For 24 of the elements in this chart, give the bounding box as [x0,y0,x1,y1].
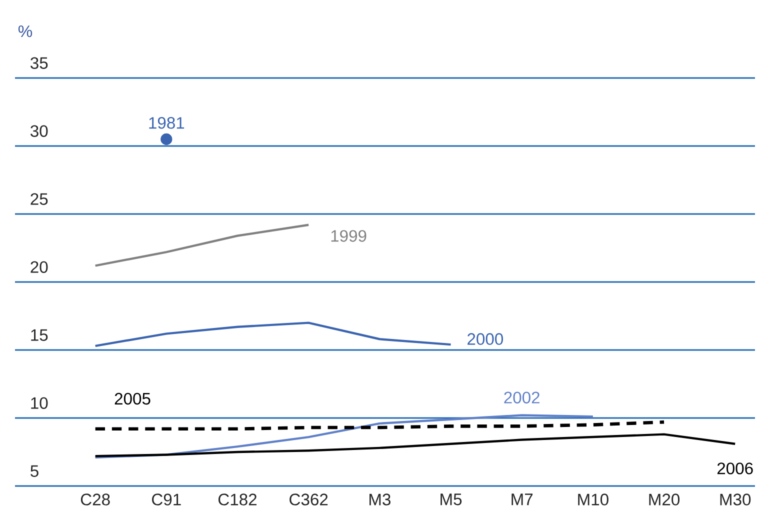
series-label: 2002 [504,392,540,404]
y-tick-label: 30 [30,125,48,137]
y-tick-label: 10 [31,397,48,409]
series-label: 2006 [717,462,753,474]
x-tick-label: C91 [152,494,181,506]
series-label: 2000 [468,333,504,345]
y-tick-label: 5 [30,465,38,477]
x-tick-label: M20 [649,494,680,506]
x-tick-label: M5 [440,494,462,506]
x-tick-label: M7 [512,494,533,506]
y-tick-label: 15 [31,329,48,341]
y-tick-label: 35 [30,57,48,69]
x-tick-label: M3 [370,494,390,506]
y-tick-label: 25 [30,193,48,205]
x-tick-label: C28 [80,494,110,506]
y-axis-title: % [18,25,32,38]
series-label: 2005 [114,392,150,405]
series-label: 1999 [331,230,366,242]
x-tick-label: C182 [218,494,256,506]
y-tick-label: 20 [30,261,48,273]
series-label: 1981 [149,117,184,129]
x-tick-label: C362 [290,494,328,506]
x-tick-label: M30 [720,494,751,506]
x-tick-label: M10 [578,494,608,506]
